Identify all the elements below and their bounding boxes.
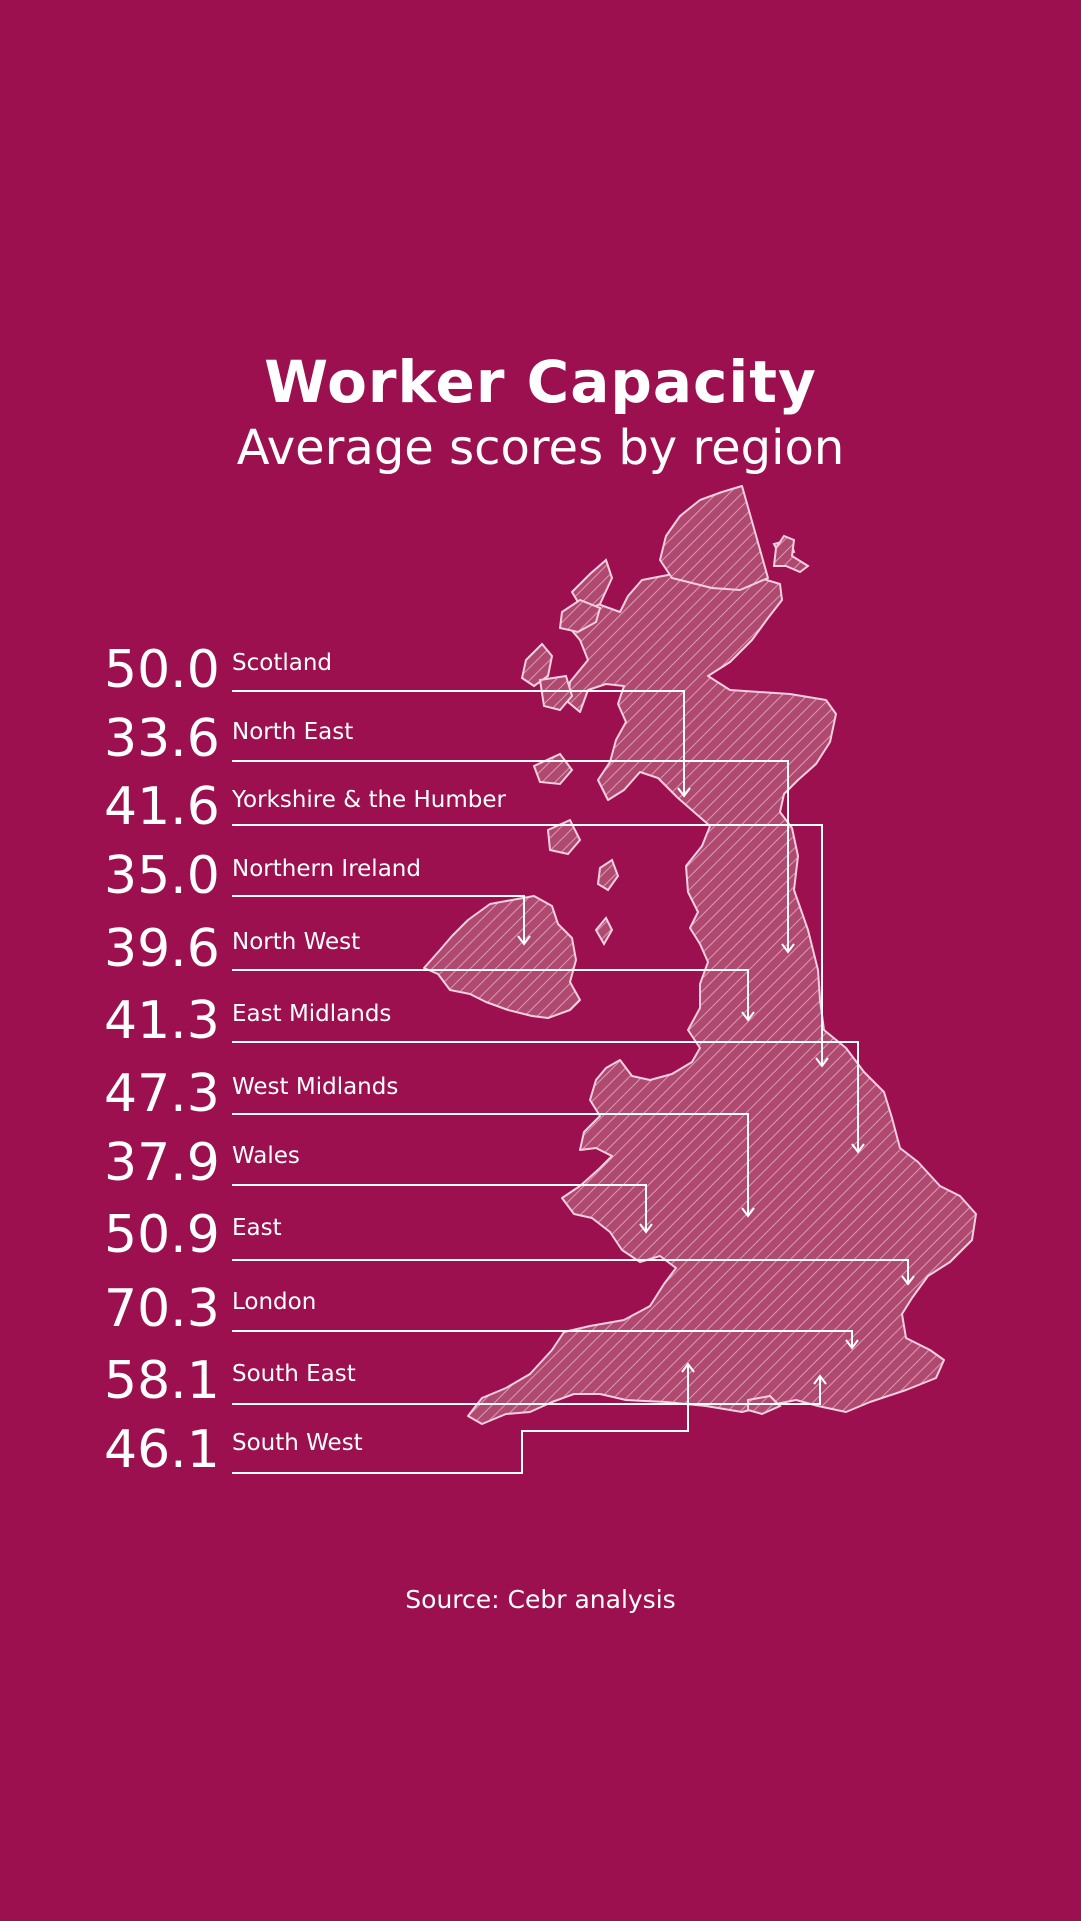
region-score: 37.9 bbox=[104, 1133, 220, 1193]
region-name: London bbox=[232, 1289, 316, 1315]
arrow-icon bbox=[815, 1057, 829, 1068]
leader-line bbox=[232, 1330, 853, 1348]
region-name: Wales bbox=[232, 1143, 300, 1169]
region-name: East Midlands bbox=[232, 1001, 391, 1027]
region-name: North West bbox=[232, 929, 360, 955]
scotland-highlands-shape bbox=[659, 485, 769, 591]
shetland-shape bbox=[772, 534, 810, 574]
source-note: Source: Cebr analysis bbox=[405, 1585, 676, 1614]
region-name: West Midlands bbox=[232, 1074, 398, 1100]
arrow-icon bbox=[781, 943, 795, 954]
arrow-icon bbox=[901, 1275, 915, 1286]
leader-line bbox=[232, 760, 789, 952]
scottish-island-shape bbox=[558, 598, 602, 634]
region-score: 33.6 bbox=[104, 709, 220, 769]
region-name: South West bbox=[232, 1430, 363, 1456]
region-score: 47.3 bbox=[104, 1064, 220, 1124]
arrow-icon bbox=[851, 1143, 865, 1154]
region-score: 39.6 bbox=[104, 919, 220, 979]
leader-line bbox=[232, 969, 749, 1020]
region-score: 46.1 bbox=[104, 1420, 220, 1480]
region-score: 35.0 bbox=[104, 846, 220, 906]
northern-ireland-shape bbox=[423, 895, 581, 1019]
arrow-icon bbox=[639, 1223, 653, 1234]
leader-line bbox=[232, 1364, 689, 1474]
arrow-icon bbox=[741, 1207, 755, 1218]
region-name: Scotland bbox=[232, 650, 332, 676]
arrow-icon bbox=[741, 1011, 755, 1022]
arrow-icon bbox=[681, 1362, 695, 1373]
scottish-island-shape bbox=[532, 752, 574, 786]
leader-line bbox=[232, 1259, 909, 1284]
region-score: 70.3 bbox=[104, 1279, 220, 1339]
scottish-island-shape bbox=[538, 674, 574, 712]
page-subtitle: Average scores by region bbox=[236, 420, 845, 476]
leader-line bbox=[232, 895, 525, 944]
leader-line bbox=[232, 1041, 859, 1152]
region-name: Yorkshire & the Humber bbox=[231, 787, 507, 813]
scottish-island-shape bbox=[520, 642, 554, 688]
region-score: 41.6 bbox=[104, 777, 220, 837]
great-britain-shape bbox=[467, 559, 977, 1425]
arrow-icon bbox=[677, 787, 691, 798]
region-score: 50.9 bbox=[104, 1205, 220, 1265]
scottish-island-shape bbox=[596, 858, 620, 892]
leader-line bbox=[232, 824, 823, 1066]
region-name: South East bbox=[232, 1361, 356, 1387]
region-name: North East bbox=[232, 719, 353, 745]
region-score: 50.0 bbox=[104, 640, 220, 700]
region-score: 41.3 bbox=[104, 991, 220, 1051]
page-title: Worker Capacity bbox=[264, 348, 817, 416]
isle-of-man-shape bbox=[594, 916, 614, 947]
region-name: East bbox=[232, 1215, 282, 1241]
arrow-icon bbox=[517, 935, 531, 946]
region-name: Northern Ireland bbox=[232, 856, 421, 882]
arrow-icon bbox=[845, 1339, 859, 1350]
region-score: 58.1 bbox=[104, 1351, 220, 1411]
arrow-icon bbox=[813, 1374, 827, 1385]
scottish-island-shape bbox=[546, 818, 582, 856]
leader-line bbox=[232, 1113, 749, 1216]
leader-line bbox=[232, 1184, 647, 1232]
leader-line bbox=[232, 1376, 821, 1405]
